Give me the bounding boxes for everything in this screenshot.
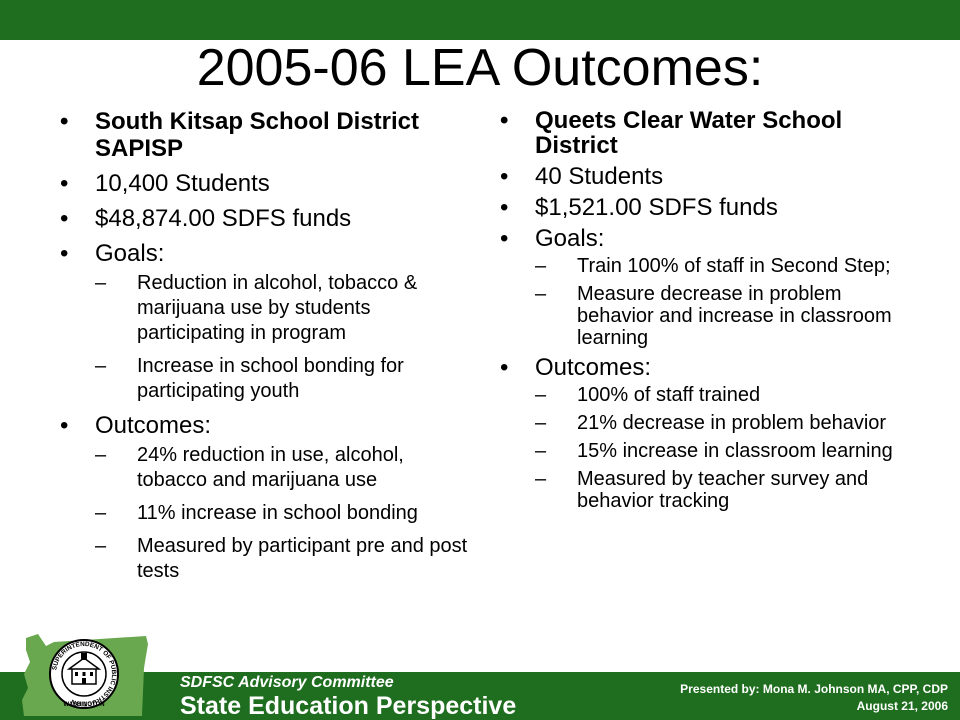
perspective-title: State Education Perspective [180,692,517,720]
top-banner [0,0,960,40]
outcomes-label: Outcomes: [95,412,212,439]
right-column: Queets Clear Water School District 40 St… [500,108,920,518]
ospi-logo: SUPERINTENDENT OF PUBLIC INSTRUCTION WAS… [22,634,148,716]
outcome-item: Measured by participant pre and post tes… [95,534,470,584]
funds-amount: $48,874.00 SDFS funds [60,205,470,232]
committee-name: SDFSC Advisory Committee [180,674,394,691]
slide-title: 2005-06 LEA Outcomes: [196,39,764,97]
outcome-item: 21% decrease in problem behavior [535,412,920,434]
outcomes-section: Outcomes: 100% of staff trained 21% decr… [500,355,920,512]
student-count: 40 Students [500,164,920,189]
outcome-item: 15% increase in classroom learning [535,440,920,462]
footer-branding: SDFSC Advisory Committee State Education… [180,674,516,720]
outcome-item: 24% reduction in use, alcohol, tobacco a… [95,443,470,493]
district-name: South Kitsap School District SAPISP [60,108,470,162]
goal-item: Increase in school bonding for participa… [95,354,470,404]
goal-item: Train 100% of staff in Second Step; [535,255,920,277]
outcome-item: 11% increase in school bonding [95,501,470,526]
goals-label: Goals: [95,240,165,267]
schoolhouse-icon [66,653,102,685]
footer-band: SDFSC Advisory Committee State Education… [0,672,960,720]
svg-text:WASHINGTON: WASHINGTON [63,702,104,708]
outcome-item: 100% of staff trained [535,384,920,406]
state-seal: SUPERINTENDENT OF PUBLIC INSTRUCTION WAS… [49,639,119,709]
left-column: South Kitsap School District SAPISP 10,4… [60,108,470,592]
presenter-info: Presented by: Mona M. Johnson MA, CPP, C… [680,681,948,715]
district-name: Queets Clear Water School District [500,108,920,158]
goal-item: Measure decrease in problem behavior and… [535,283,920,349]
outcomes-label: Outcomes: [535,354,652,381]
presenter-name: Presented by: Mona M. Johnson MA, CPP, C… [680,682,948,696]
presentation-date: August 21, 2006 [856,699,948,713]
goals-section: Goals: Train 100% of staff in Second Ste… [500,226,920,349]
goal-item: Reduction in alcohol, tobacco & marijuan… [95,271,470,346]
funds-amount: $1,521.00 SDFS funds [500,195,920,220]
outcomes-section: Outcomes: 24% reduction in use, alcohol,… [60,412,470,584]
goals-section: Goals: Reduction in alcohol, tobacco & m… [60,240,470,404]
goals-label: Goals: [535,225,605,252]
outcome-item: Measured by teacher survey and behavior … [535,468,920,512]
student-count: 10,400 Students [60,170,470,197]
